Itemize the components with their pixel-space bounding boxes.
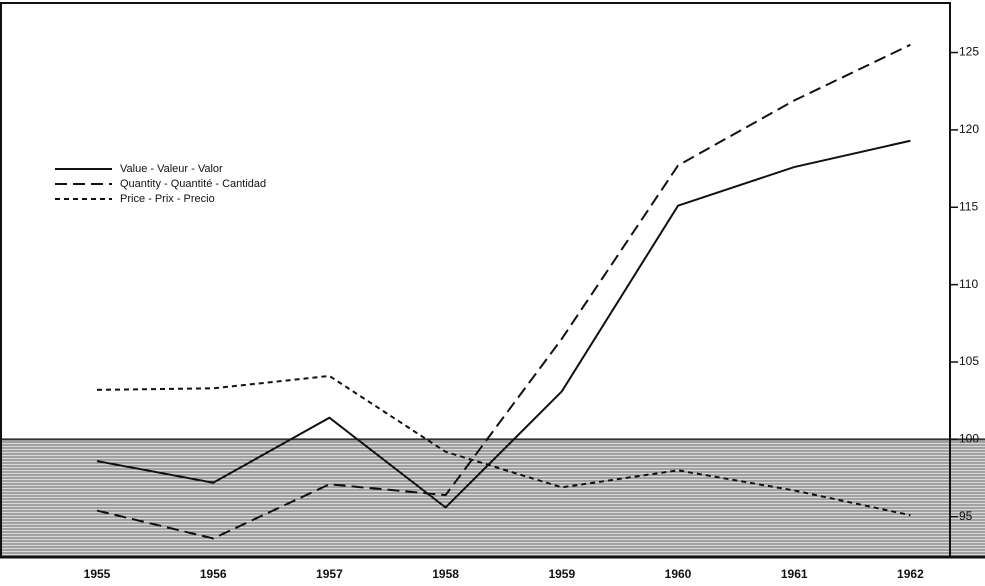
legend-label: Price - Prix - Precio (120, 193, 215, 205)
x-tick-label: 1956 (200, 567, 227, 581)
x-tick-label: 1959 (548, 567, 575, 581)
y-tick-label: 125 (959, 45, 979, 59)
y-tick-label: 110 (959, 277, 978, 291)
x-tick-label: 1961 (781, 567, 808, 581)
shaded-band (0, 439, 985, 557)
plot-frame (0, 2, 951, 558)
series-line (96, 43, 911, 540)
y-tick-label: 100 (959, 432, 979, 446)
y-tick-label: 95 (959, 509, 973, 523)
series-line (96, 139, 911, 509)
x-tick-label: 1962 (897, 567, 924, 581)
y-tick-label: 105 (959, 354, 979, 368)
x-tick-label: 1958 (432, 567, 459, 581)
y-tick-label: 120 (959, 122, 979, 136)
legend-label: Quantity - Quantité - Cantidad (120, 178, 266, 190)
legend-label: Value - Valeur - Valor (120, 163, 223, 175)
series-line (96, 374, 911, 517)
x-tick-label: 1957 (316, 567, 343, 581)
x-tick-label: 1955 (84, 567, 111, 581)
y-tick-label: 115 (959, 199, 978, 213)
x-tick-label: 1960 (665, 567, 692, 581)
